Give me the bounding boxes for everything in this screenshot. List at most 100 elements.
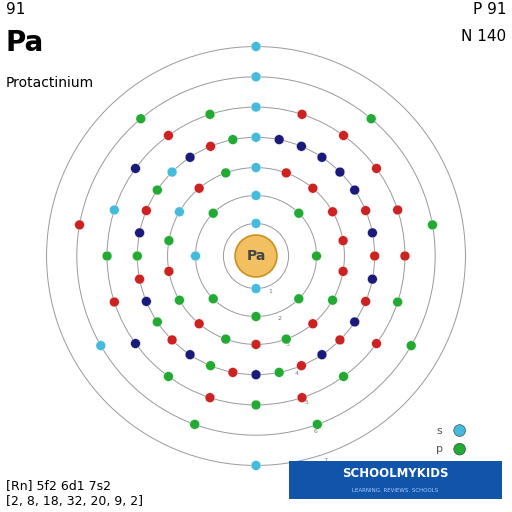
Circle shape bbox=[251, 461, 261, 471]
Circle shape bbox=[251, 370, 261, 379]
Circle shape bbox=[205, 110, 215, 119]
Circle shape bbox=[251, 339, 261, 349]
Circle shape bbox=[164, 236, 174, 246]
Circle shape bbox=[110, 297, 119, 307]
Circle shape bbox=[164, 266, 174, 276]
Circle shape bbox=[294, 294, 304, 304]
Circle shape bbox=[153, 317, 162, 327]
Circle shape bbox=[96, 340, 105, 351]
Circle shape bbox=[361, 296, 371, 306]
Circle shape bbox=[228, 368, 238, 377]
Circle shape bbox=[251, 133, 261, 142]
Circle shape bbox=[102, 251, 112, 261]
Text: 3: 3 bbox=[286, 343, 290, 348]
Text: LEARNING. REVIEWS. SCHOOLS: LEARNING. REVIEWS. SCHOOLS bbox=[352, 488, 439, 493]
Circle shape bbox=[350, 185, 359, 195]
Circle shape bbox=[454, 424, 465, 436]
Circle shape bbox=[251, 312, 261, 322]
Text: Pa: Pa bbox=[246, 249, 266, 263]
Circle shape bbox=[308, 319, 318, 329]
Circle shape bbox=[251, 163, 261, 173]
Circle shape bbox=[282, 168, 291, 178]
Circle shape bbox=[136, 114, 146, 123]
Circle shape bbox=[368, 228, 377, 238]
Circle shape bbox=[251, 190, 261, 200]
Circle shape bbox=[141, 296, 151, 306]
Circle shape bbox=[135, 228, 144, 238]
Circle shape bbox=[350, 317, 359, 327]
Circle shape bbox=[454, 481, 465, 492]
Circle shape bbox=[294, 208, 304, 218]
Circle shape bbox=[205, 393, 215, 402]
Circle shape bbox=[141, 206, 151, 216]
Circle shape bbox=[228, 135, 238, 144]
Circle shape bbox=[372, 163, 381, 174]
Text: 5: 5 bbox=[304, 400, 308, 405]
Circle shape bbox=[251, 41, 261, 51]
Circle shape bbox=[208, 294, 218, 304]
Circle shape bbox=[194, 183, 204, 193]
Circle shape bbox=[251, 400, 261, 410]
Circle shape bbox=[407, 340, 416, 351]
Circle shape bbox=[312, 251, 322, 261]
Text: 7: 7 bbox=[323, 458, 327, 462]
Text: P 91: P 91 bbox=[473, 3, 506, 17]
FancyBboxPatch shape bbox=[289, 461, 502, 499]
Circle shape bbox=[190, 251, 200, 261]
Circle shape bbox=[454, 443, 465, 455]
Circle shape bbox=[338, 131, 349, 140]
Circle shape bbox=[235, 235, 277, 277]
Circle shape bbox=[153, 185, 162, 195]
Circle shape bbox=[131, 338, 140, 349]
Text: [2, 8, 18, 32, 20, 9, 2]: [2, 8, 18, 32, 20, 9, 2] bbox=[6, 495, 143, 507]
Circle shape bbox=[206, 141, 216, 151]
Text: SCHOOLMYKIDS: SCHOOLMYKIDS bbox=[342, 466, 449, 480]
Circle shape bbox=[368, 274, 377, 284]
Circle shape bbox=[185, 153, 195, 162]
Circle shape bbox=[194, 319, 204, 329]
Circle shape bbox=[312, 419, 322, 429]
Circle shape bbox=[133, 251, 142, 261]
Circle shape bbox=[317, 350, 327, 359]
Circle shape bbox=[338, 236, 348, 246]
Text: 91: 91 bbox=[6, 3, 25, 17]
Circle shape bbox=[206, 361, 216, 371]
Circle shape bbox=[167, 167, 177, 177]
Text: Pa: Pa bbox=[6, 29, 44, 57]
Circle shape bbox=[163, 372, 174, 381]
Circle shape bbox=[372, 338, 381, 349]
Circle shape bbox=[428, 220, 437, 230]
Circle shape bbox=[335, 335, 345, 345]
Circle shape bbox=[131, 163, 140, 174]
Circle shape bbox=[366, 114, 376, 123]
Circle shape bbox=[208, 208, 218, 218]
Circle shape bbox=[175, 295, 184, 305]
Circle shape bbox=[328, 295, 337, 305]
Circle shape bbox=[75, 220, 84, 230]
Circle shape bbox=[190, 419, 200, 429]
Text: p: p bbox=[436, 444, 443, 454]
Text: 1: 1 bbox=[268, 289, 272, 294]
Circle shape bbox=[221, 334, 230, 344]
Text: 2: 2 bbox=[277, 316, 281, 321]
Circle shape bbox=[251, 284, 261, 293]
Circle shape bbox=[221, 168, 230, 178]
Circle shape bbox=[400, 251, 410, 261]
Text: 4: 4 bbox=[295, 371, 299, 376]
Circle shape bbox=[296, 361, 306, 371]
Circle shape bbox=[251, 72, 261, 82]
Text: 6: 6 bbox=[314, 429, 317, 434]
Circle shape bbox=[296, 141, 306, 151]
Circle shape bbox=[308, 183, 318, 193]
Circle shape bbox=[454, 462, 465, 474]
Text: d: d bbox=[436, 463, 443, 473]
Text: s: s bbox=[436, 425, 442, 436]
Circle shape bbox=[175, 207, 184, 217]
Circle shape bbox=[328, 207, 337, 217]
Circle shape bbox=[282, 334, 291, 344]
Circle shape bbox=[135, 274, 144, 284]
Circle shape bbox=[317, 153, 327, 162]
Circle shape bbox=[185, 350, 195, 359]
Circle shape bbox=[393, 205, 402, 215]
Circle shape bbox=[338, 266, 348, 276]
